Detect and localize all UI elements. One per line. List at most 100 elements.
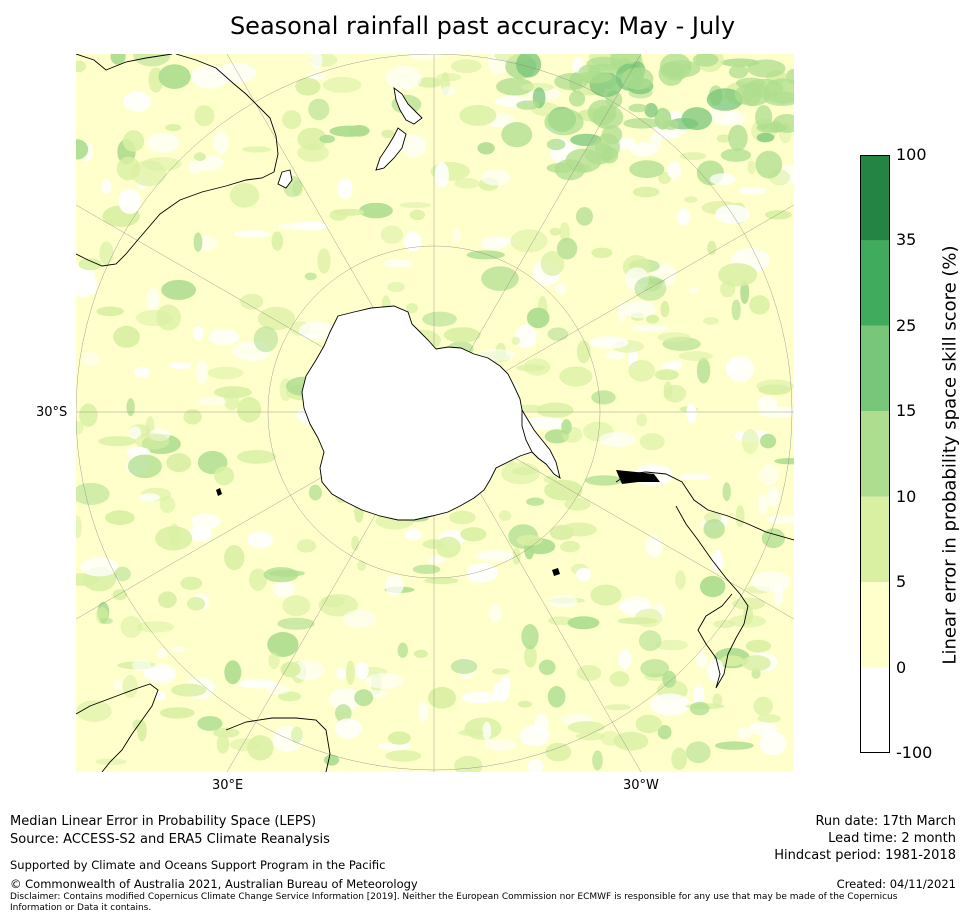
colorbar-segment — [860, 496, 890, 583]
skill-patch — [671, 747, 688, 771]
skill-patch — [517, 700, 532, 708]
skill-patch — [214, 466, 235, 486]
skill-patch — [501, 122, 533, 148]
colorbar-segment — [860, 411, 890, 497]
run-date: Run date: 17th March — [815, 814, 956, 829]
skill-patch — [722, 482, 731, 502]
skill-patch — [268, 652, 280, 670]
skill-patch — [282, 595, 311, 617]
skill-patch — [171, 646, 186, 653]
skill-patch — [649, 132, 661, 154]
skill-patch — [772, 114, 794, 133]
colorbar-segment — [860, 155, 890, 241]
skill-patch — [308, 484, 322, 501]
skill-patch — [146, 288, 160, 311]
skill-patch — [720, 148, 752, 162]
skill-patch — [516, 54, 542, 78]
skill-patch — [76, 139, 89, 160]
colorbar-tick: 25 — [896, 315, 917, 335]
skill-patch — [764, 78, 794, 104]
kerguelen — [216, 488, 222, 496]
skill-patch — [740, 281, 750, 304]
skill-patch — [385, 574, 404, 596]
tasmania — [277, 169, 293, 189]
skill-patch — [609, 671, 630, 687]
skill-patch — [80, 557, 119, 577]
skill-patch — [240, 293, 264, 310]
skill-patch — [213, 130, 229, 155]
skill-patch — [527, 758, 544, 772]
skill-patch — [450, 659, 478, 674]
skill-patch — [559, 366, 593, 387]
skill-patch — [567, 721, 605, 734]
skill-patch — [397, 642, 408, 658]
skill-patch — [310, 54, 323, 70]
skill-patch — [713, 620, 736, 628]
skill-patch — [291, 726, 303, 744]
skill-patch — [158, 591, 177, 609]
skill-patch — [657, 332, 691, 342]
skill-patch — [630, 325, 670, 332]
colorbar-tick: -100 — [896, 743, 933, 762]
skill-patch — [545, 742, 572, 762]
skill-patch — [681, 107, 713, 131]
skill-patch — [297, 143, 329, 162]
skill-patch — [277, 617, 315, 630]
skill-patch — [645, 535, 663, 558]
skill-patch — [183, 409, 202, 425]
skill-patch — [576, 340, 591, 364]
skill-patch — [628, 360, 656, 382]
skill-patch — [96, 306, 124, 317]
skill-patch — [193, 152, 206, 162]
skill-patch — [716, 134, 731, 143]
skill-patch — [575, 732, 605, 741]
skill-patch — [460, 527, 487, 542]
polar-map — [76, 54, 794, 772]
skill-patch — [190, 513, 221, 530]
skill-patch — [695, 652, 708, 668]
skill-patch — [677, 473, 712, 480]
skill-patch — [560, 540, 580, 553]
skill-patch — [409, 54, 441, 61]
skill-patch — [756, 132, 775, 143]
skill-patch — [435, 536, 461, 558]
skill-patch — [322, 77, 362, 93]
skill-patch — [122, 130, 145, 152]
skill-patch — [605, 351, 625, 360]
skill-patch — [675, 570, 686, 590]
skill-patch — [692, 54, 719, 67]
skill-patch — [564, 497, 591, 511]
skill-patch — [676, 208, 691, 226]
skill-patch — [591, 247, 613, 258]
skill-patch — [765, 210, 792, 220]
skill-patch — [263, 567, 299, 583]
skill-patch — [247, 735, 274, 761]
skill-patch — [147, 663, 177, 685]
new-zealand-north — [393, 86, 423, 125]
skill-patch — [600, 730, 620, 746]
skill-patch — [365, 672, 404, 689]
skill-patch — [110, 54, 126, 65]
skill-patch — [208, 329, 240, 345]
skill-patch — [667, 161, 681, 179]
skill-patch — [450, 59, 482, 73]
skill-patch — [635, 608, 663, 628]
skill-patch — [253, 326, 278, 353]
skill-patch — [655, 639, 688, 651]
skill-patch — [99, 241, 114, 265]
skill-patch — [703, 317, 719, 325]
skill-patch — [709, 173, 736, 186]
skill-patch — [757, 714, 781, 723]
skill-patch — [657, 725, 672, 740]
skill-patch — [728, 65, 749, 79]
skill-patch — [237, 679, 278, 689]
australia-outline — [76, 54, 279, 267]
skill-patch — [559, 222, 570, 243]
skill-patch — [319, 134, 336, 144]
skill-patch — [133, 54, 171, 67]
skill-patch — [233, 230, 270, 238]
skill-patch — [137, 720, 147, 742]
skill-patch — [359, 202, 393, 219]
skill-patch — [306, 72, 327, 80]
skill-patch — [380, 225, 403, 244]
